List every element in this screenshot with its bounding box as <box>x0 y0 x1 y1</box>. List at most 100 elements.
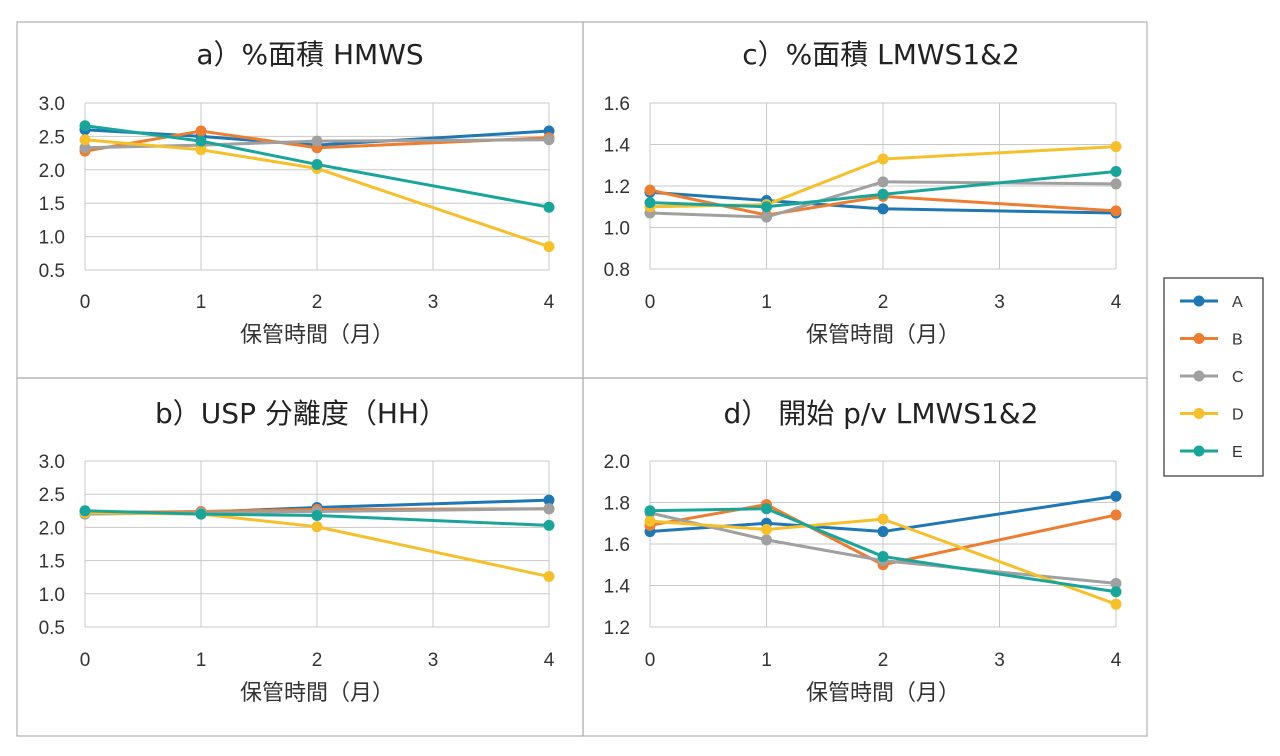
y-tick-label: 2.0 <box>39 518 65 539</box>
panel-d-frame <box>582 377 1148 737</box>
series-line-E <box>84 509 550 527</box>
data-point-C <box>311 135 323 147</box>
x-tick-label: 4 <box>1111 650 1122 671</box>
legend: A B C D E <box>1163 277 1264 477</box>
data-point-C <box>79 142 91 154</box>
data-point-D <box>543 241 555 253</box>
y-tick-label: 1.0 <box>39 228 65 249</box>
chart-title: c）%面積 LMWS1&2 <box>742 38 1020 71</box>
x-tick-label: 3 <box>994 650 1005 671</box>
x-tick-label: 0 <box>645 650 656 671</box>
series-line-D <box>649 517 1117 606</box>
legend-marker-B <box>1193 333 1205 344</box>
y-tick-label: 1.6 <box>604 535 630 556</box>
y-tick-label: 1.4 <box>604 577 631 598</box>
data-point-E <box>644 505 656 517</box>
chart-b-usp-resolution: b）USP 分離度（HH） 3.0 2.5 2.0 1.5 1.0 0.5 0 1 2 3 4 保管時間… <box>39 397 555 706</box>
data-point-D <box>311 521 323 533</box>
x-tick-label: 2 <box>312 292 323 313</box>
chart-title: b）USP 分離度（HH） <box>155 397 447 430</box>
x-tick-label: 4 <box>544 650 555 671</box>
y-tick-label: 1.5 <box>39 194 65 215</box>
y-tick-label: 0.5 <box>39 261 65 282</box>
data-point-B <box>195 125 207 137</box>
data-point-D <box>877 513 889 525</box>
y-tick-label: 3.0 <box>39 94 65 115</box>
data-point-C <box>761 534 772 546</box>
series-line-E <box>649 169 1117 209</box>
x-axis-label: 保管時間（月） <box>806 681 960 706</box>
x-tick-label: 1 <box>761 650 772 671</box>
data-point-E <box>79 120 91 132</box>
x-tick-label: 2 <box>312 650 323 671</box>
data-point-B <box>1110 509 1122 521</box>
x-axis-label: 保管時間（月） <box>240 681 394 706</box>
y-tick-label: 2.0 <box>39 161 65 182</box>
y-tick-label: 0.5 <box>39 618 65 639</box>
data-point-B <box>644 184 656 196</box>
data-point-D <box>1110 141 1122 153</box>
chart-d-start-pv: d） 開始 p/v LMWS1&2 2.0 1.8 1.6 1.4 1.2 0 1 2 3 4 保管時… <box>604 397 1122 706</box>
series-line-B <box>84 129 550 153</box>
legend-marker-A <box>1193 295 1205 307</box>
data-point-E <box>877 188 889 200</box>
data-point-D <box>543 571 555 583</box>
data-point-E <box>761 201 772 213</box>
series-line-B <box>649 188 1117 217</box>
legend-label-D: D <box>1232 407 1244 424</box>
data-point-E <box>644 197 656 209</box>
legend-label-A: A <box>1232 294 1243 311</box>
legend-label-C: C <box>1232 369 1244 386</box>
x-tick-label: 3 <box>428 292 439 313</box>
y-tick-label: 1.5 <box>39 552 65 573</box>
data-point-A <box>543 494 555 506</box>
chart-a-hmws: a）%面積 HMWS 3.0 2.5 2.0 1.5 1.0 0.5 0 1 2 3 4 保管時間（月） <box>39 38 555 348</box>
y-tick-label: 1.8 <box>604 494 630 515</box>
data-point-E <box>543 201 555 213</box>
x-tick-label: 0 <box>80 292 91 313</box>
y-tick-label: 1.2 <box>604 618 630 639</box>
x-tick-label: 2 <box>878 650 889 671</box>
data-point-C <box>1110 178 1122 190</box>
x-tick-label: 3 <box>994 292 1005 313</box>
legend-marker-C <box>1193 370 1205 382</box>
data-point-C <box>1110 577 1122 589</box>
y-tick-label: 1.0 <box>604 219 630 240</box>
y-tick-label: 2.5 <box>39 127 65 148</box>
data-point-D <box>1110 598 1122 610</box>
data-point-E <box>877 550 889 562</box>
series-line-C <box>84 138 550 150</box>
x-tick-label: 1 <box>761 292 772 313</box>
x-tick-label: 0 <box>80 650 91 671</box>
x-tick-label: 1 <box>196 292 207 313</box>
data-point-D <box>761 523 772 535</box>
y-tick-label: 0.8 <box>604 260 630 281</box>
x-axis-label: 保管時間（月） <box>806 323 960 348</box>
data-point-A <box>877 203 889 215</box>
data-point-E <box>311 509 323 521</box>
data-point-E <box>1110 165 1122 177</box>
chart-title: a）%面積 HMWS <box>196 38 423 71</box>
legend-marker-E <box>1193 445 1205 457</box>
series-line-D <box>84 138 550 249</box>
data-point-A <box>877 526 889 538</box>
y-tick-label: 1.2 <box>604 177 630 198</box>
x-tick-label: 4 <box>544 292 555 313</box>
data-point-C <box>543 134 555 146</box>
y-tick-label: 1.6 <box>604 94 630 115</box>
series-line-B <box>649 503 1117 567</box>
data-point-E <box>195 508 207 520</box>
data-point-E <box>543 519 555 531</box>
chart-c-lmws: c）%面積 LMWS1&2 1.6 1.4 1.2 1.0 0.8 0 1 2 3 4 保管時間（月） <box>604 38 1122 348</box>
x-tick-label: 4 <box>1111 292 1122 313</box>
x-tick-label: 3 <box>428 650 439 671</box>
x-tick-label: 0 <box>645 292 656 313</box>
data-point-A <box>1110 490 1122 502</box>
data-point-B <box>1110 205 1122 217</box>
y-tick-label: 1.0 <box>39 585 65 606</box>
y-tick-label: 2.5 <box>39 485 65 506</box>
legend-label-E: E <box>1232 444 1243 461</box>
y-tick-label: 2.0 <box>604 452 630 473</box>
chart-title: d） 開始 p/v LMWS1&2 <box>724 397 1039 430</box>
